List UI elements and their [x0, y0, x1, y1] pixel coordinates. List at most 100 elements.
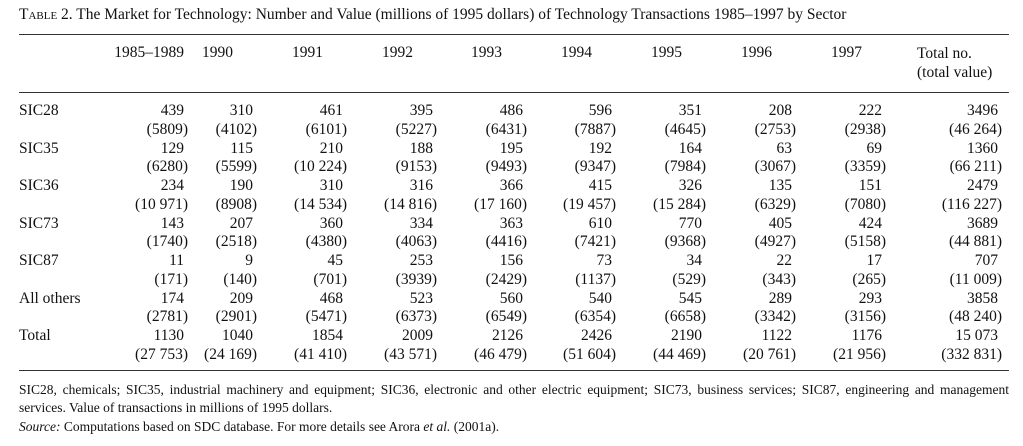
count-cell: 210 [319, 139, 343, 157]
total-count-cell: 15 073 [955, 327, 998, 344]
count-cell: 1854 [312, 327, 343, 344]
value-cell: (9493) [485, 158, 527, 175]
value-cell: (27 753) [135, 345, 188, 363]
column-header: 1994 [561, 44, 592, 61]
count-cell: 45 [327, 252, 344, 269]
total-value-cell: (46 264) [949, 120, 1002, 138]
definitions-note: SIC28, chemicals; SIC35, industrial mach… [19, 382, 1009, 415]
total-value-cell: (48 240) [949, 308, 1002, 325]
count-cell: 310 [229, 102, 253, 119]
value-cell: (9153) [395, 158, 437, 175]
value-cell: (3359) [844, 158, 886, 175]
count-cell: 2190 [671, 327, 702, 344]
value-cell: (6280) [146, 158, 188, 175]
row-label: SIC73 [19, 214, 59, 232]
count-cell: 363 [499, 214, 523, 232]
source-text: Computations based on SDC database. For … [63, 419, 421, 434]
count-cell: 234 [160, 177, 184, 194]
total-column-header: Total no. (total value) [917, 44, 992, 82]
value-cell: (2429) [485, 270, 527, 288]
count-cell: 69 [866, 139, 883, 157]
value-cell: (6329) [754, 195, 796, 213]
value-cell: (20 761) [743, 345, 796, 363]
row-label: SIC36 [19, 177, 59, 194]
count-cell: 326 [678, 177, 702, 194]
count-cell: 190 [229, 177, 253, 194]
value-cell: (701) [313, 270, 347, 288]
value-cell: (43 571) [384, 345, 437, 363]
column-header: 1996 [741, 44, 772, 61]
count-cell: 2426 [581, 327, 612, 344]
source-note: Source: Computations based on SDC databa… [19, 418, 1009, 436]
count-cell: 34 [686, 252, 703, 269]
count-cell: 156 [499, 252, 523, 269]
value-cell: (9347) [574, 158, 616, 175]
table-notes: SIC28, chemicals; SIC35, industrial mach… [19, 381, 1009, 436]
value-cell: (24 169) [204, 345, 257, 363]
total-value-cell: (116 227) [941, 195, 1002, 213]
value-cell: (2781) [146, 308, 188, 325]
value-cell: (9368) [664, 233, 706, 250]
count-cell: 135 [768, 177, 792, 194]
value-cell: (5809) [146, 120, 188, 138]
value-cell: (7421) [574, 233, 616, 250]
value-cell: (3342) [754, 308, 796, 325]
value-cell: (14 816) [384, 195, 437, 213]
value-cell: (2901) [215, 308, 257, 325]
count-cell: 770 [678, 214, 702, 232]
count-cell: 486 [499, 102, 523, 119]
value-cell: (4645) [664, 120, 706, 138]
count-cell: 2126 [492, 327, 523, 344]
row-label: SIC28 [19, 102, 59, 119]
count-cell: 17 [866, 252, 883, 269]
value-cell: (5227) [395, 120, 437, 138]
value-cell: (140) [223, 270, 257, 288]
value-cell: (343) [762, 270, 796, 288]
count-cell: 188 [409, 139, 433, 157]
count-cell: 596 [588, 102, 612, 119]
value-cell: (1740) [146, 233, 188, 250]
count-cell: 395 [409, 102, 433, 119]
count-cell: 461 [319, 102, 343, 119]
count-cell: 560 [499, 289, 523, 307]
count-cell: 366 [499, 177, 523, 194]
count-cell: 439 [160, 102, 184, 119]
value-cell: (21 956) [833, 345, 886, 363]
source-label: Source: [19, 419, 61, 434]
count-cell: 192 [588, 139, 612, 157]
total-count-cell: 2479 [967, 177, 998, 194]
count-cell: 316 [409, 177, 433, 194]
count-cell: 9 [245, 252, 253, 269]
count-cell: 115 [230, 139, 253, 157]
count-cell: 540 [588, 289, 612, 307]
value-cell: (5158) [844, 233, 886, 250]
count-cell: 207 [229, 214, 253, 232]
count-cell: 610 [588, 214, 612, 232]
value-cell: (5471) [305, 308, 347, 325]
count-cell: 11 [169, 252, 184, 269]
count-cell: 151 [858, 177, 882, 194]
source-year: (2001a). [453, 419, 500, 434]
total-count-cell: 3496 [967, 102, 998, 119]
value-cell: (6549) [485, 308, 527, 325]
value-cell: (17 160) [474, 195, 527, 213]
total-value-cell: (66 211) [949, 158, 1002, 175]
count-cell: 545 [678, 289, 702, 307]
column-header: 1985–1989 [114, 44, 184, 61]
value-cell: (41 410) [294, 345, 347, 363]
value-cell: (19 457) [563, 195, 616, 213]
value-cell: (7887) [574, 120, 616, 138]
column-header: 1997 [831, 44, 862, 61]
count-cell: 222 [858, 102, 882, 119]
value-cell: (2753) [754, 120, 796, 138]
count-cell: 424 [858, 214, 882, 232]
column-header: 1990 [202, 44, 233, 61]
value-cell: (3939) [395, 270, 437, 288]
column-header: 1991 [292, 44, 323, 61]
value-cell: (4380) [305, 233, 347, 250]
value-cell: (6373) [395, 308, 437, 325]
count-cell: 360 [319, 214, 343, 232]
value-cell: (6101) [305, 120, 347, 138]
table-caption: Table 2. The Market for Technology: Numb… [19, 6, 846, 24]
bottom-rule [19, 370, 1009, 371]
